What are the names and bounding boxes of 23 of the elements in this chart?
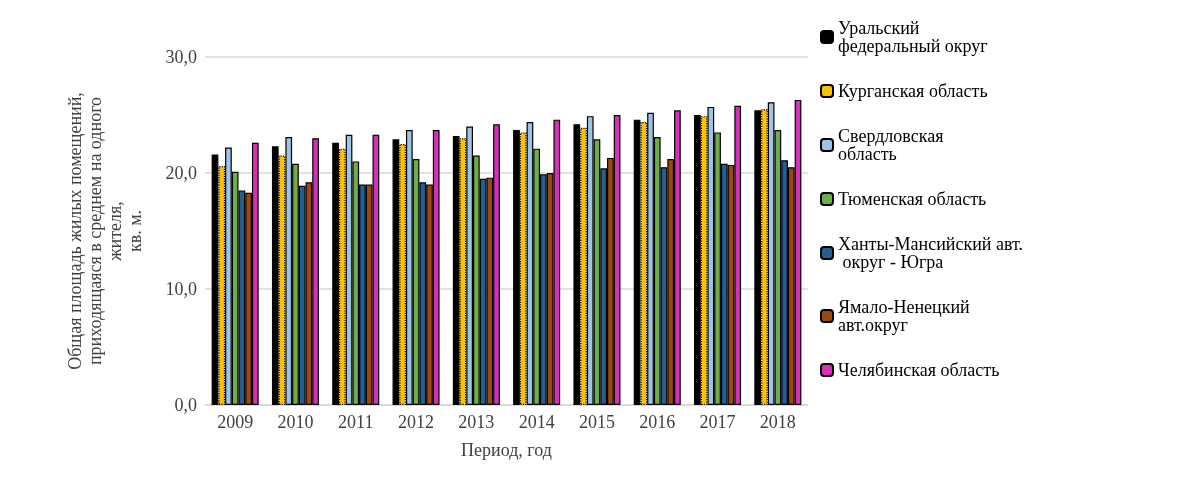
x-tick-label: 2010 bbox=[277, 412, 314, 432]
y-tick-label: 20,0 bbox=[165, 163, 197, 183]
x-tick-label: 2015 bbox=[578, 412, 615, 432]
legend-label: Ямало-Ненецкий авт.округ bbox=[838, 297, 975, 335]
x-tick-label: 2012 bbox=[398, 412, 435, 432]
x-tick-label: 2014 bbox=[518, 412, 555, 432]
legend-label: Уральский федеральный округ bbox=[838, 18, 988, 56]
legend-label: Ханты-Мансийский авт. округ - Югра bbox=[838, 234, 1024, 272]
x-tick-label: 2013 bbox=[458, 412, 495, 432]
x-axis-title: Период, год bbox=[461, 440, 552, 460]
legend-label: Челябинская область bbox=[838, 360, 1000, 380]
legend-label: Тюменская область bbox=[838, 189, 987, 209]
x-tick-label: 2009 bbox=[217, 412, 254, 432]
x-tick-label: 2016 bbox=[639, 412, 676, 432]
x-tick-label: 2018 bbox=[759, 412, 796, 432]
legend-label: Курганская область bbox=[838, 81, 988, 101]
y-axis-title: Общая площадь жилых помещений, приходящаяся в среднем на одного жителя, кв. м. bbox=[65, 92, 145, 370]
y-tick-label: 30,0 bbox=[165, 47, 197, 67]
y-tick-label: 10,0 bbox=[165, 279, 197, 299]
y-tick-label: 0,0 bbox=[174, 395, 197, 415]
legend-label: Свердловская область bbox=[838, 126, 948, 164]
x-tick-label: 2011 bbox=[338, 412, 374, 432]
x-tick-label: 2017 bbox=[699, 412, 736, 432]
